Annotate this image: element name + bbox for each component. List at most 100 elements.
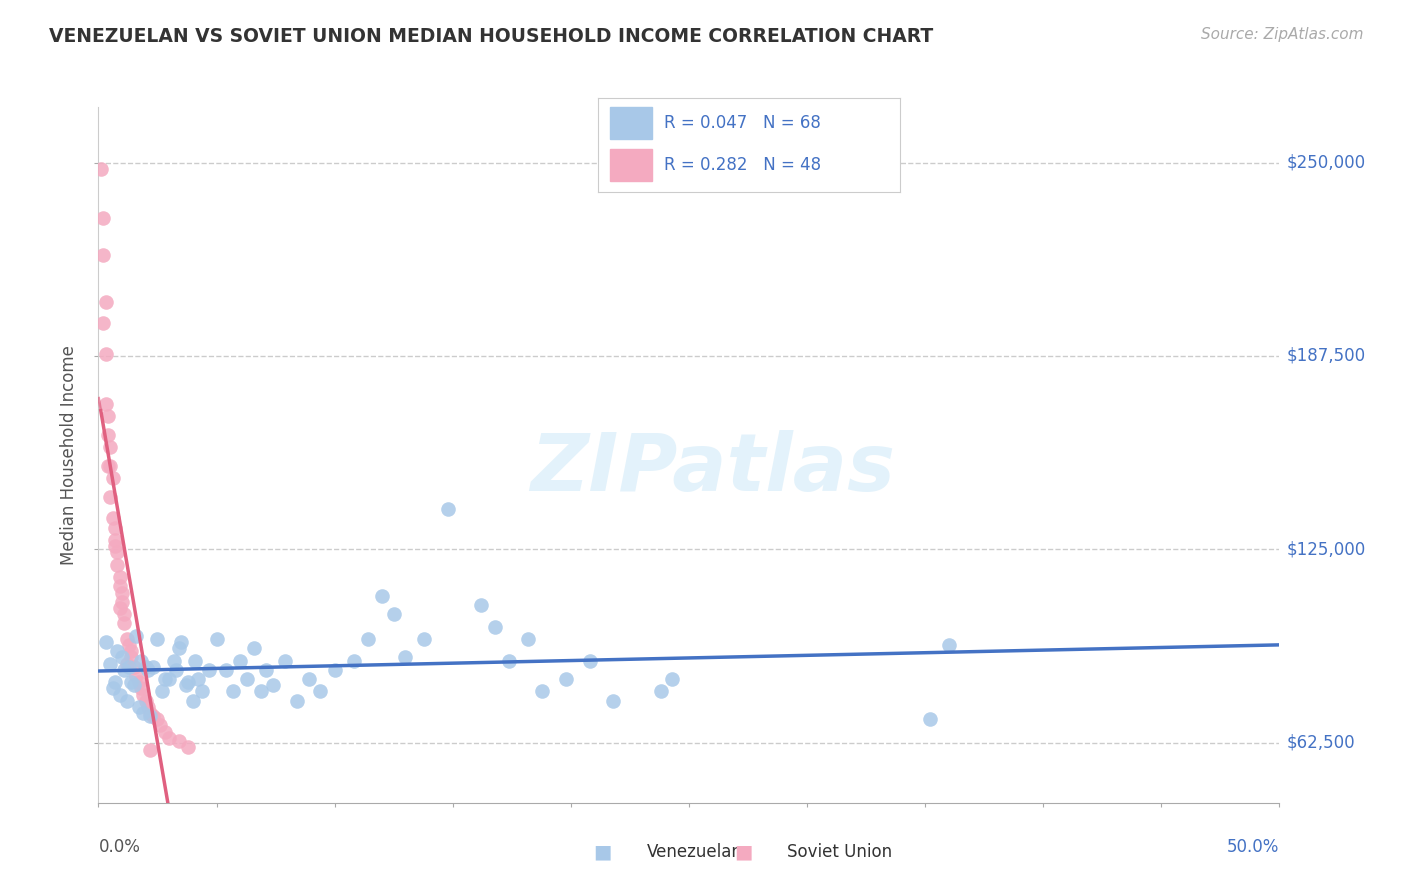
Point — [262, 678, 284, 692]
Point — [498, 654, 520, 668]
Point — [97, 409, 120, 424]
Point — [115, 657, 138, 671]
Text: ZIPatlas: ZIPatlas — [530, 430, 896, 508]
Point — [191, 684, 214, 698]
Point — [135, 659, 157, 673]
Point — [108, 601, 131, 615]
Point — [91, 248, 114, 262]
Point — [323, 663, 346, 677]
Point — [125, 629, 148, 643]
Point — [136, 663, 159, 677]
Point — [437, 502, 460, 516]
Point — [97, 427, 120, 442]
Point — [205, 632, 228, 646]
Text: $250,000: $250,000 — [1286, 153, 1365, 171]
Text: Soviet Union: Soviet Union — [787, 843, 893, 861]
Point — [94, 397, 117, 411]
Point — [90, 161, 112, 176]
Point — [139, 743, 162, 757]
Point — [132, 688, 155, 702]
Point — [139, 706, 162, 720]
Point — [222, 684, 245, 698]
Text: 50.0%: 50.0% — [1227, 838, 1279, 856]
Point — [111, 585, 134, 599]
Text: VENEZUELAN VS SOVIET UNION MEDIAN HOUSEHOLD INCOME CORRELATION CHART: VENEZUELAN VS SOVIET UNION MEDIAN HOUSEH… — [49, 27, 934, 45]
Point — [98, 440, 121, 454]
Point — [121, 644, 143, 658]
Point — [128, 700, 150, 714]
Point — [142, 709, 165, 723]
Point — [136, 700, 159, 714]
Point — [531, 684, 554, 698]
Text: R = 0.282   N = 48: R = 0.282 N = 48 — [664, 155, 821, 174]
Point — [298, 672, 321, 686]
Point — [98, 458, 121, 473]
Point — [91, 211, 114, 226]
Point — [342, 654, 364, 668]
Point — [98, 490, 121, 504]
Point — [129, 654, 152, 668]
Point — [121, 650, 143, 665]
Point — [165, 663, 187, 677]
Text: $62,500: $62,500 — [1286, 733, 1355, 751]
Point — [142, 659, 165, 673]
Point — [555, 672, 578, 686]
Point — [146, 712, 169, 726]
Bar — [610, 108, 652, 139]
Point — [104, 520, 127, 534]
Point — [112, 607, 135, 622]
Point — [105, 644, 128, 658]
Point — [285, 694, 308, 708]
Point — [918, 712, 941, 726]
Point — [309, 684, 332, 698]
Point — [187, 672, 209, 686]
Point — [661, 672, 683, 686]
Text: 0.0%: 0.0% — [98, 838, 141, 856]
Point — [938, 638, 960, 652]
Point — [149, 718, 172, 732]
Point — [111, 650, 134, 665]
Point — [105, 545, 128, 559]
Point — [108, 688, 131, 702]
Point — [167, 734, 190, 748]
Point — [174, 678, 197, 692]
Text: ■: ■ — [593, 842, 612, 862]
Point — [198, 663, 221, 677]
Point — [112, 663, 135, 677]
Point — [97, 458, 120, 473]
Text: R = 0.047   N = 68: R = 0.047 N = 68 — [664, 114, 821, 132]
Point — [167, 641, 190, 656]
Point — [122, 659, 145, 673]
Point — [101, 471, 124, 485]
Point — [382, 607, 405, 622]
Point — [94, 294, 117, 309]
Text: $187,500: $187,500 — [1286, 347, 1365, 365]
Bar — [610, 149, 652, 180]
Point — [184, 654, 207, 668]
Point — [215, 663, 238, 677]
Point — [484, 619, 506, 633]
Point — [128, 675, 150, 690]
Point — [157, 672, 180, 686]
Point — [94, 347, 117, 361]
Point — [105, 558, 128, 572]
Point — [118, 659, 141, 673]
Point — [132, 706, 155, 720]
Point — [177, 740, 200, 755]
Point — [254, 663, 277, 677]
Point — [371, 589, 394, 603]
Point — [181, 694, 204, 708]
Text: Venezuelans: Venezuelans — [647, 843, 751, 861]
Point — [470, 598, 492, 612]
Point — [413, 632, 436, 646]
Point — [112, 616, 135, 631]
Point — [118, 638, 141, 652]
Point — [150, 684, 173, 698]
Point — [394, 650, 416, 665]
Point — [153, 672, 176, 686]
Point — [177, 675, 200, 690]
Point — [243, 641, 266, 656]
Point — [122, 678, 145, 692]
Point — [229, 654, 252, 668]
Point — [94, 635, 117, 649]
